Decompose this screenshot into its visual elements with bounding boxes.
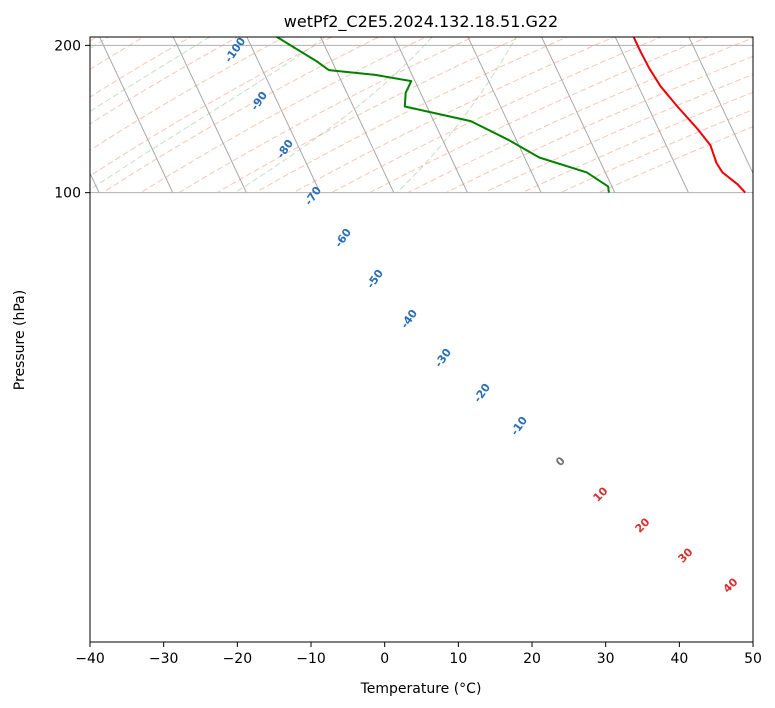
y-tick-label: 100 <box>54 186 81 202</box>
x-tick-label: −10 <box>296 651 326 667</box>
x-tick-label: −40 <box>75 651 105 667</box>
plot-background <box>90 37 753 642</box>
y-tick-label: 200 <box>54 38 81 54</box>
x-axis-label: Temperature (°C) <box>360 681 482 697</box>
plot-frame <box>89 36 754 643</box>
isotherm <box>614 37 689 193</box>
dewpoint-profile-line <box>275 37 610 193</box>
background-lines <box>0 0 753 194</box>
isotherm <box>90 172 100 193</box>
x-tick-label: 50 <box>744 651 762 667</box>
y-axis-label: Pressure (hPa) <box>12 290 28 390</box>
dry-adiabat <box>0 0 35 193</box>
profile-lines <box>275 37 746 194</box>
isotherm <box>393 37 468 193</box>
isotherm <box>320 37 395 193</box>
isotherm <box>541 37 616 193</box>
x-tick-label: 10 <box>449 651 467 667</box>
x-tick-label: 30 <box>597 651 615 667</box>
x-tick-label: −20 <box>223 651 253 667</box>
x-tick-label: −30 <box>149 651 179 667</box>
isotherm <box>0 0 25 193</box>
isotherm <box>467 37 542 193</box>
x-tick-label: 40 <box>670 651 688 667</box>
temperature-profile-line <box>632 37 746 194</box>
isotherm <box>172 37 247 193</box>
x-tick-label: 0 <box>380 651 389 667</box>
isotherm <box>99 37 174 193</box>
axis-ticks: −40−30−20−100102030405010020030040050060… <box>54 38 762 667</box>
isotherm <box>246 37 321 193</box>
isotherm <box>688 37 753 175</box>
chart-title: wetPf2_C2E5.2024.132.18.51.G22 <box>284 12 558 32</box>
x-tick-label: 20 <box>523 651 541 667</box>
